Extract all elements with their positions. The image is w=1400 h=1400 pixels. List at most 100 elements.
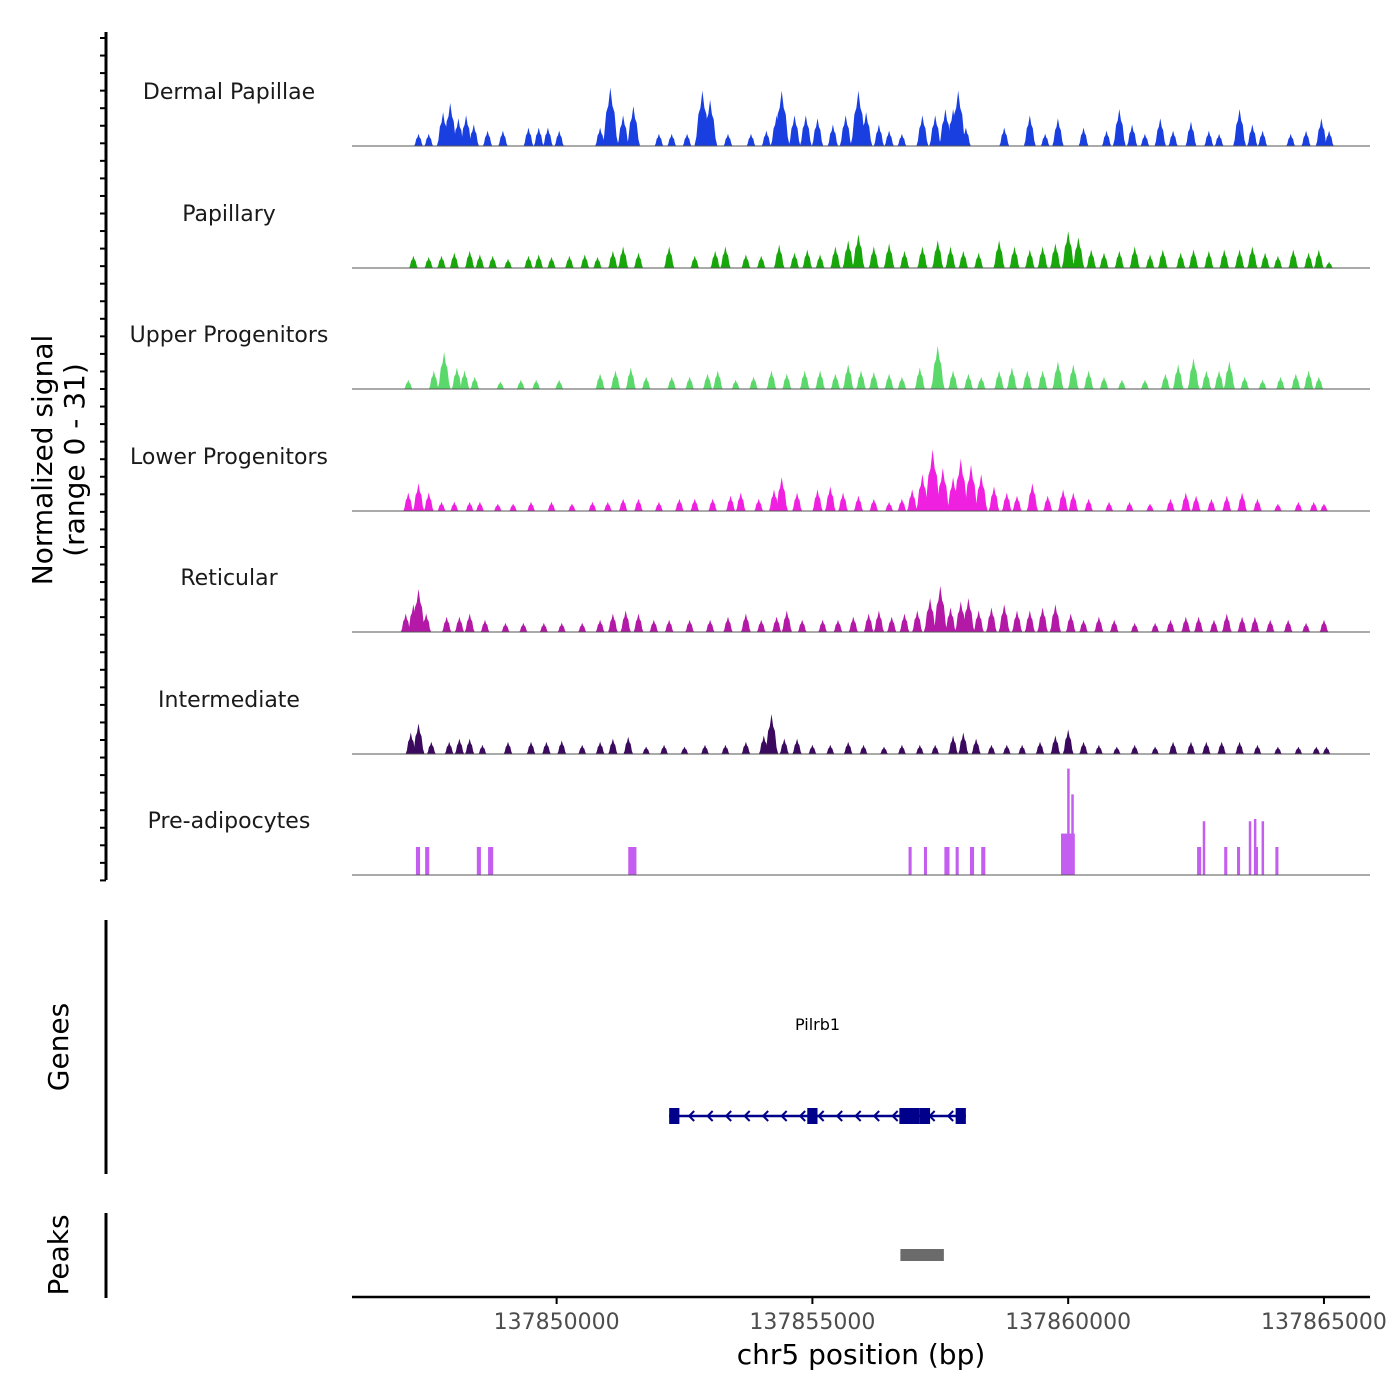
- peaks-panel-title: Peaks: [42, 1214, 75, 1295]
- x-tick-label: 137850000: [494, 1310, 620, 1335]
- signal-peak: [756, 619, 766, 632]
- signal-peak: [1247, 246, 1258, 268]
- signal-peak: [1273, 503, 1282, 511]
- signal-peak: [1037, 370, 1048, 389]
- signal-peak: [1112, 746, 1121, 754]
- signal-peak: [1052, 118, 1064, 146]
- track-label-dermal-papillae: Dermal Papillae: [143, 80, 315, 105]
- signal-peak: [625, 367, 636, 389]
- signal-peak: [1079, 741, 1088, 754]
- signal-peak: [1214, 133, 1224, 146]
- signal-peak: [464, 613, 475, 632]
- signal-spike: [1261, 821, 1265, 875]
- signal-peak: [1301, 130, 1311, 146]
- signal-peak: [400, 613, 411, 632]
- signal-peak: [482, 130, 493, 146]
- gene-track: Pilrb1: [669, 1015, 966, 1124]
- signal-peak: [1026, 483, 1039, 511]
- strand-arrow: [780, 1110, 788, 1122]
- x-axis-ticks: 137850000 137855000 137860000 137865000: [494, 1297, 1387, 1335]
- signal-peak: [1078, 127, 1089, 146]
- signal-peak: [1181, 616, 1191, 632]
- signal-peak: [1204, 250, 1214, 268]
- signal-peak: [1235, 741, 1245, 754]
- signal-peak: [534, 254, 544, 268]
- signal-peak: [1253, 744, 1262, 754]
- signal-peak: [873, 610, 885, 632]
- signal-peak: [899, 250, 910, 268]
- signal-peak: [930, 744, 940, 754]
- signal-peak: [659, 744, 669, 754]
- signal-peak: [403, 492, 414, 511]
- signal-spike: [1253, 819, 1257, 875]
- gene-exon: [955, 1108, 966, 1124]
- signal-peak: [617, 115, 630, 146]
- track-dermal-papillae: [352, 87, 1370, 147]
- signal-peak: [1101, 130, 1112, 146]
- signal-peak: [988, 486, 1000, 511]
- signal-peak: [929, 115, 942, 146]
- signal-peak: [705, 619, 715, 632]
- signal-peak: [664, 619, 674, 632]
- signal-peak: [633, 252, 644, 268]
- signal-peak: [883, 243, 895, 268]
- track-reticular: [352, 585, 1370, 633]
- signal-peak: [464, 738, 475, 754]
- signal-peak: [602, 87, 619, 146]
- signal-peak: [768, 489, 780, 511]
- signal-peak: [1191, 495, 1201, 511]
- signal-peak: [608, 738, 618, 754]
- signal-peak: [496, 381, 505, 389]
- signal-peak: [1294, 501, 1303, 511]
- signal-peak: [1303, 252, 1314, 268]
- signal-peak: [824, 486, 836, 511]
- signal-peak: [478, 744, 487, 754]
- strand-arrow: [706, 1110, 714, 1122]
- signal-peak: [1309, 501, 1318, 511]
- signal-peak: [412, 483, 425, 511]
- signal-peak: [863, 613, 874, 632]
- signal-peak: [1023, 115, 1036, 146]
- signal-peak: [1145, 503, 1155, 511]
- signal-peak: [945, 607, 956, 632]
- signal-peak: [1315, 118, 1328, 146]
- signal-peak: [547, 256, 556, 268]
- signal-block: [1197, 847, 1202, 875]
- signal-peak: [1154, 118, 1166, 146]
- signal-peak: [1257, 130, 1268, 146]
- signal-peak: [741, 254, 751, 268]
- signal-peak: [1145, 254, 1155, 268]
- signal-peak: [654, 501, 664, 511]
- signal-peak: [723, 616, 733, 632]
- signal-peak: [649, 619, 659, 632]
- signal-peak: [405, 732, 417, 754]
- signal-peak: [868, 246, 879, 268]
- signal-peak: [1301, 622, 1311, 632]
- signal-peak: [1083, 370, 1094, 389]
- signal-peak: [781, 610, 793, 632]
- signal-peak: [1037, 246, 1048, 268]
- signal-peak: [633, 613, 644, 632]
- y-axis-title-line-1: Normalized signal: [26, 335, 59, 586]
- signal-y-axis-ticks: [100, 37, 106, 882]
- signal-peak: [1204, 130, 1214, 146]
- signal-peak: [710, 250, 721, 268]
- signal-peak: [1022, 370, 1033, 389]
- signal-block: [476, 847, 481, 875]
- signal-peak: [1265, 619, 1275, 632]
- signal-peak: [1237, 492, 1248, 511]
- signal-peak: [764, 714, 779, 754]
- signal-peak: [1130, 744, 1139, 754]
- signal-peak: [1125, 501, 1134, 511]
- signal-peak: [859, 744, 868, 754]
- strand-arrow: [743, 1110, 751, 1122]
- signal-peak: [886, 616, 897, 632]
- track-pre-adipocytes: [352, 768, 1370, 876]
- track-upper-progenitors: [352, 345, 1370, 390]
- signal-peak: [915, 744, 925, 754]
- signal-peak: [595, 373, 605, 389]
- signal-peak: [603, 501, 612, 511]
- signal-peak: [1180, 492, 1191, 511]
- signal-peak: [958, 732, 969, 754]
- signal-peak: [1313, 249, 1324, 268]
